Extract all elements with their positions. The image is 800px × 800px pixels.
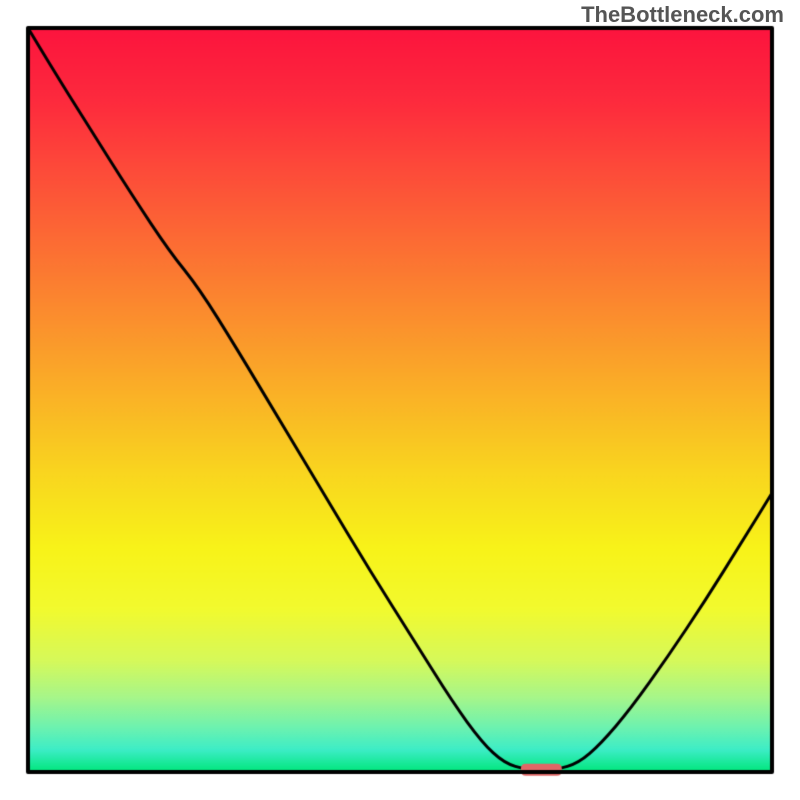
chart-container: TheBottleneck.com — [0, 0, 800, 800]
bottleneck-chart-canvas — [0, 0, 800, 800]
